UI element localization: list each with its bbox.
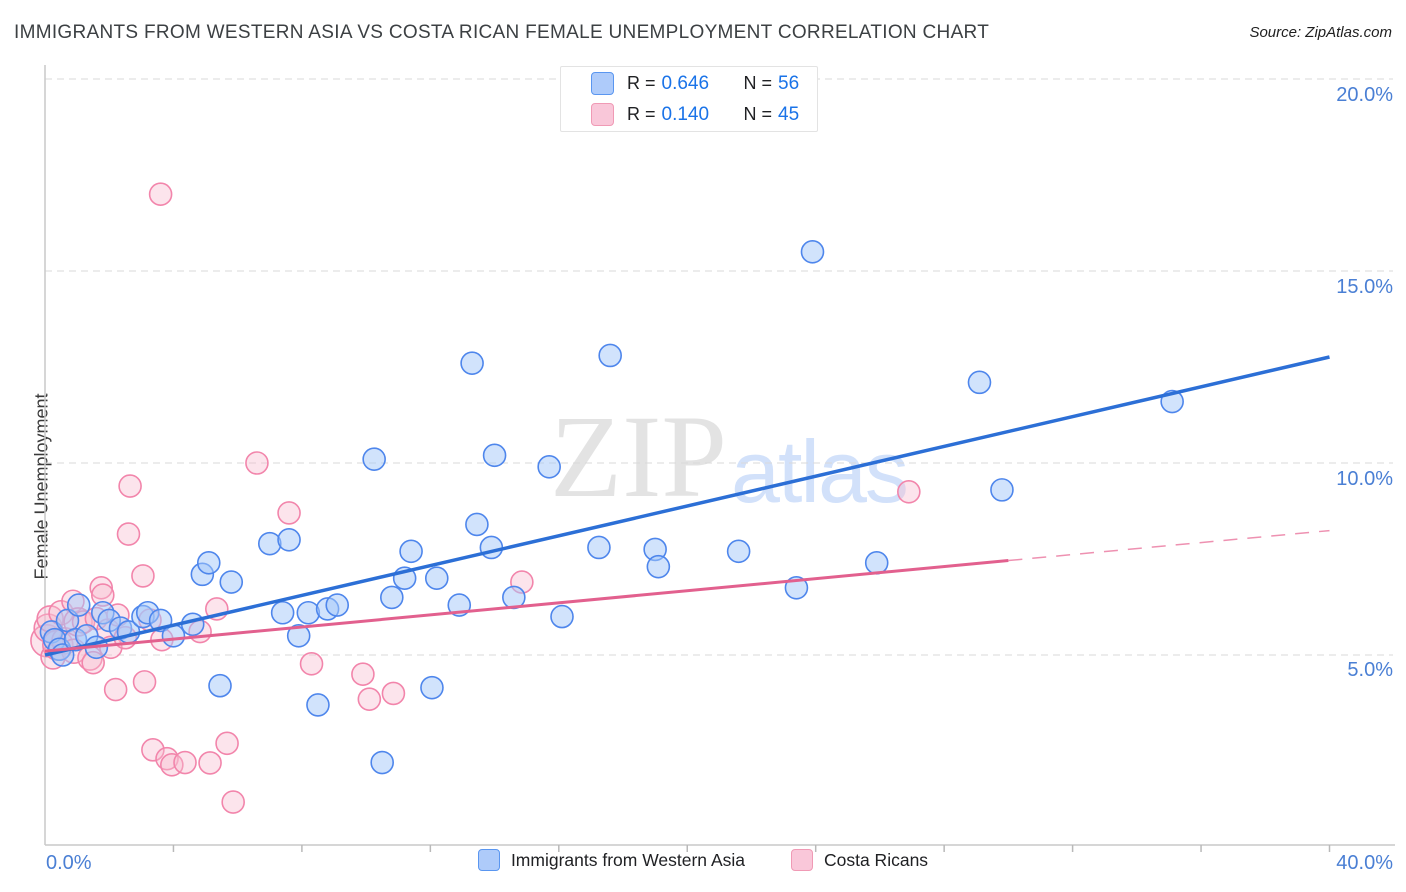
trend-line — [44, 559, 1009, 653]
bottom-legend-item-costa-ricans: Costa Ricans — [790, 849, 929, 871]
legend-swatch-pink — [790, 849, 813, 871]
r-label: R = — [627, 104, 656, 124]
scatter-point — [357, 687, 382, 711]
scatter-point — [482, 443, 507, 468]
scatter-point — [270, 600, 295, 625]
scatter-point — [370, 750, 394, 775]
scatter-point — [132, 670, 157, 694]
trend-line — [44, 355, 1330, 657]
r-value: 0.140 — [661, 103, 710, 125]
scatter-point — [221, 790, 245, 814]
scatter-point — [196, 551, 221, 575]
scatter-point — [118, 474, 142, 498]
bottom-legend-item-immigrants: Immigrants from Western Asia — [477, 849, 745, 871]
scatter-point — [198, 751, 222, 775]
scatter-point — [351, 662, 375, 687]
scatter-point — [103, 677, 128, 702]
legend-swatch-pink — [591, 103, 614, 126]
n-value: 45 — [778, 103, 800, 125]
r-value: 0.646 — [661, 72, 710, 94]
scatter-point — [131, 564, 155, 588]
legend-box: R = 0.646 N = 56 R = 0.140 N = 45 — [560, 66, 818, 132]
scatter-point — [380, 585, 404, 610]
scatter-point — [424, 566, 449, 591]
bottom-legend: Immigrants from Western Asia Costa Rican… — [0, 849, 1406, 871]
scatter-point — [277, 501, 301, 525]
scatter-point — [864, 551, 889, 575]
scatter-point — [257, 531, 282, 556]
scatter-point — [598, 343, 622, 368]
scatter-point — [381, 681, 406, 706]
scatter-point — [967, 370, 992, 395]
scatter-point — [646, 554, 671, 579]
bottom-legend-label: Immigrants from Western Asia — [510, 849, 745, 870]
scatter-point — [286, 623, 311, 648]
y-tick-5: 5.0% — [1347, 659, 1393, 681]
scatter-point — [116, 522, 141, 546]
y-tick-10: 10.0% — [1336, 468, 1393, 490]
scatter-point — [479, 535, 504, 560]
scatter-point — [277, 527, 301, 552]
scatter-point — [66, 593, 91, 617]
trend-line — [1008, 529, 1330, 562]
source-attribution: Source: ZipAtlas.com — [1249, 24, 1392, 41]
n-label: N = — [743, 104, 773, 124]
scatter-point — [325, 593, 350, 617]
bottom-legend-label: Costa Ricans — [823, 849, 929, 870]
legend-row-costa-ricans: R = 0.140 N = 45 — [591, 102, 817, 128]
scatter-point — [460, 351, 484, 375]
n-value: 56 — [778, 72, 800, 94]
y-tick-20: 20.0% — [1336, 84, 1393, 106]
scatter-point — [399, 539, 423, 564]
scatter-point — [362, 447, 386, 471]
scatter-point — [726, 539, 751, 564]
scatter-point — [141, 738, 165, 762]
r-label: R = — [627, 73, 656, 93]
scatter-point — [990, 478, 1014, 502]
scatter-point — [173, 750, 197, 775]
scatter-point — [89, 575, 113, 600]
scatter-point — [897, 479, 921, 504]
scatter-point — [296, 600, 321, 625]
legend-swatch-blue — [591, 72, 614, 95]
scatter-point — [800, 240, 825, 264]
chart-title: IMMIGRANTS FROM WESTERN ASIA VS COSTA RI… — [14, 22, 990, 43]
scatter-point — [587, 535, 611, 560]
scatter-point — [306, 693, 330, 717]
scatter-point — [245, 451, 269, 475]
legend-swatch-blue — [477, 849, 500, 871]
scatter-point — [465, 512, 489, 537]
scatter-point — [148, 182, 173, 206]
scatter-point — [550, 604, 574, 629]
scatter-point — [215, 731, 239, 756]
scatter-point — [537, 455, 561, 479]
scatter-point — [420, 675, 444, 700]
x-axis-min-label: 0.0% — [46, 852, 92, 874]
x-axis-max-label: 40.0% — [1336, 852, 1393, 874]
scatter-point — [208, 673, 232, 698]
y-tick-15: 15.0% — [1336, 276, 1393, 298]
n-label: N = — [743, 73, 773, 93]
scatter-point — [219, 570, 244, 594]
legend-row-immigrants: R = 0.646 N = 56 — [591, 71, 817, 97]
scatter-point — [299, 652, 324, 676]
